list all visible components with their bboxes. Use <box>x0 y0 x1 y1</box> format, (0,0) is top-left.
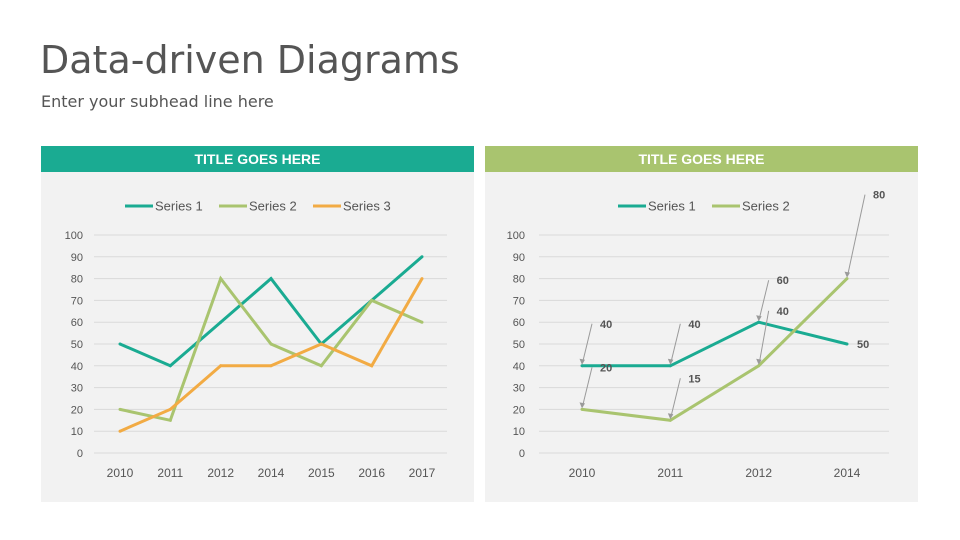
y-tick-label: 70 <box>513 295 525 307</box>
y-tick-label: 20 <box>513 404 525 416</box>
callout-line <box>759 310 770 361</box>
data-point <box>845 277 849 281</box>
y-tick-label: 30 <box>513 383 525 395</box>
data-point <box>580 407 584 411</box>
y-tick-label: 100 <box>507 230 525 242</box>
series-line-2 <box>119 275 423 423</box>
x-tick-label: 2010 <box>107 466 134 480</box>
legend-label: Series 3 <box>343 199 391 214</box>
callout-line <box>582 323 593 361</box>
data-point <box>118 342 122 346</box>
x-tick-label: 2014 <box>834 466 861 480</box>
callout-arrow <box>667 413 674 420</box>
x-tick-label: 2012 <box>745 466 772 480</box>
data-point <box>168 407 172 411</box>
x-tick-label: 2010 <box>569 466 596 480</box>
y-tick-label: 60 <box>513 317 525 329</box>
data-point <box>757 320 761 324</box>
callout-line <box>847 194 866 274</box>
line-chart-right: 0 10 20 30 40 50 60 70 80 90 100 2010 2011 2012 2014 Se… <box>507 190 889 480</box>
y-tick-label: 90 <box>71 252 83 264</box>
y-tick-label: 30 <box>71 383 83 395</box>
callout-arrow <box>756 358 762 365</box>
series-line-1 <box>582 320 848 368</box>
y-tick-label: 90 <box>513 252 525 264</box>
data-point <box>219 320 223 324</box>
y-tick-label: 20 <box>71 404 83 416</box>
data-point <box>845 342 849 346</box>
data-label: 40 <box>688 319 700 331</box>
callout-arrow <box>579 402 585 409</box>
data-point <box>668 418 672 422</box>
y-tick-label: 80 <box>71 274 83 286</box>
legend-label: Series 1 <box>155 199 203 214</box>
data-point <box>370 364 374 368</box>
y-tick-label: 80 <box>513 274 525 286</box>
y-tick-label: 0 <box>519 448 525 460</box>
y-tick-label: 40 <box>513 361 525 373</box>
data-label: 15 <box>688 373 700 385</box>
y-tick-label: 100 <box>65 230 83 242</box>
data-point <box>219 277 223 281</box>
y-tick-label: 40 <box>71 361 83 373</box>
data-point <box>319 342 323 346</box>
callout-line <box>670 323 681 361</box>
x-tick-label: 2016 <box>358 466 385 480</box>
legend-label: Series 2 <box>249 199 297 214</box>
chart-panel-left: TITLE GOES HERE 0 10 20 30 40 50 60 70 80 90 100 20… <box>41 146 474 502</box>
panel-header-right: TITLE GOES HERE <box>485 146 918 172</box>
data-point <box>370 298 374 302</box>
data-point <box>168 418 172 422</box>
y-tick-label: 50 <box>513 339 525 351</box>
callout-arrow <box>756 315 762 322</box>
data-point <box>580 364 584 368</box>
x-tick-label: 2015 <box>308 466 335 480</box>
data-label: 60 <box>777 275 789 287</box>
panel-header-left: TITLE GOES HERE <box>41 146 474 172</box>
data-point <box>757 364 761 368</box>
y-tick-label: 50 <box>71 339 83 351</box>
data-point <box>168 364 172 368</box>
data-point <box>420 320 424 324</box>
data-point <box>269 342 273 346</box>
callout-arrow <box>844 271 850 278</box>
callout-line <box>582 367 593 405</box>
legend-label: Series 2 <box>742 199 790 214</box>
chart-panel-right: TITLE GOES HERE 0 10 20 30 40 50 60 70 80 90 100 20… <box>485 146 918 502</box>
data-point <box>319 364 323 368</box>
data-point <box>420 255 424 259</box>
data-point <box>269 364 273 368</box>
y-tick-label: 60 <box>71 317 83 329</box>
y-tick-label: 0 <box>77 448 83 460</box>
x-tick-label: 2017 <box>409 466 436 480</box>
y-tick-label: 70 <box>71 295 83 307</box>
legend-label: Series 1 <box>648 199 696 214</box>
x-tick-label: 2011 <box>157 466 183 480</box>
data-label: 50 <box>857 339 869 351</box>
data-point <box>118 407 122 411</box>
page-subtitle: Enter your subhead line here <box>41 92 274 111</box>
data-label: 40 <box>600 319 612 331</box>
data-label: 40 <box>777 306 789 318</box>
series-line-1 <box>119 255 423 368</box>
data-label: 80 <box>873 190 885 202</box>
data-point <box>420 277 424 281</box>
data-point <box>269 277 273 281</box>
page-title: Data-driven Diagrams <box>40 38 460 82</box>
x-tick-label: 2011 <box>657 466 683 480</box>
y-tick-label: 10 <box>513 426 525 438</box>
data-point <box>668 364 672 368</box>
line-chart-left: 0 10 20 30 40 50 60 70 80 90 100 2010 2011 2012 2014 20… <box>65 199 447 480</box>
x-tick-label: 2012 <box>207 466 234 480</box>
callout-line <box>670 378 681 416</box>
callout-arrow <box>667 358 674 365</box>
data-point <box>118 429 122 433</box>
data-point <box>219 364 223 368</box>
data-label: 20 <box>600 362 612 374</box>
y-tick-label: 10 <box>71 426 83 438</box>
x-tick-label: 2014 <box>258 466 285 480</box>
callout-arrow <box>579 358 585 365</box>
series-line-2 <box>581 277 849 422</box>
callout-line <box>759 280 770 318</box>
